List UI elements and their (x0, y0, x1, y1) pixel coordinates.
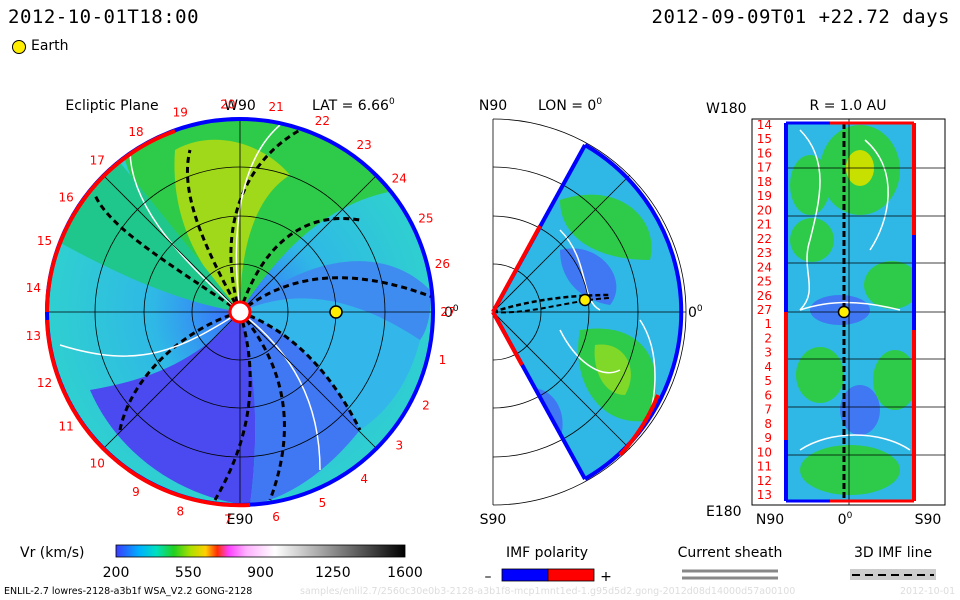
carrington-label-10: 10 (90, 456, 105, 470)
ecliptic-zero-label: 00 (444, 304, 459, 321)
synoptic-y-label-9: 9 (764, 431, 772, 445)
synoptic-y-label-7: 7 (764, 403, 772, 417)
imf3d-label: 3D IMF line (854, 545, 932, 561)
synoptic-y-label-16: 16 (757, 147, 772, 161)
carrington-label-7: 7 (224, 513, 232, 527)
synoptic-y-label-14: 14 (757, 118, 772, 132)
carrington-label-26: 26 (435, 257, 450, 271)
synoptic-title: R = 1.0 AU (810, 98, 887, 114)
carrington-label-13: 13 (26, 329, 41, 343)
earth-legend-marker (12, 40, 26, 54)
carrington-label-16: 16 (59, 191, 74, 205)
meridional-top-label: N90 (479, 98, 507, 114)
carrington-label-24: 24 (392, 171, 407, 185)
earth-marker-meridional (578, 293, 592, 307)
imf-minus-label: – (485, 569, 492, 585)
synoptic-y-label-22: 22 (757, 232, 772, 246)
imf-positive-swatch (547, 568, 595, 582)
colorbar-tick-900: 900 (247, 565, 274, 581)
synoptic-y-label-6: 6 (764, 388, 772, 402)
synoptic-y-label-15: 15 (757, 132, 772, 146)
colorbar-label: Vr (km/s) (20, 545, 84, 561)
colorbar-tick-1600: 1600 (387, 565, 423, 581)
synoptic-y-label-8: 8 (764, 417, 772, 431)
synoptic-y-label-18: 18 (757, 175, 772, 189)
synoptic-y-label-10: 10 (757, 445, 772, 459)
synoptic-y-label-13: 13 (757, 488, 772, 502)
footer-model: ENLIL-2.7 lowres-2128-a3b1f WSA_V2.2 GON… (4, 586, 253, 597)
earth-marker-ecliptic (329, 305, 343, 319)
meridional-bottom-label: S90 (480, 512, 507, 528)
ecliptic-lat-label: LAT = 6.660 (312, 97, 395, 114)
synoptic-y-label-2: 2 (764, 332, 772, 346)
earth-marker-synoptic (837, 305, 851, 319)
colorbar-tick-1250: 1250 (315, 565, 351, 581)
carrington-label-21: 21 (268, 100, 283, 114)
carrington-label-14: 14 (26, 281, 41, 295)
carrington-label-6: 6 (272, 510, 280, 524)
synoptic-y-label-20: 20 (757, 203, 772, 217)
meridional-plane-plot (491, 118, 687, 506)
carrington-label-5: 5 (319, 496, 327, 510)
synoptic-y-label-23: 23 (757, 246, 772, 260)
carrington-label-11: 11 (59, 419, 74, 433)
synoptic-y-label-4: 4 (764, 360, 772, 374)
carrington-label-1: 1 (439, 353, 447, 367)
run-time: 2012-09-09T01 +22.72 days (651, 6, 950, 28)
carrington-label-23: 23 (357, 138, 372, 152)
carrington-label-27: 27 (440, 305, 455, 319)
synoptic-y-label-3: 3 (764, 346, 772, 360)
carrington-label-17: 17 (90, 154, 105, 168)
footer-date: 2012-10-01 (900, 586, 956, 597)
synoptic-y-label-25: 25 (757, 275, 772, 289)
footer-path: samples/enlil2.7/2560c30e0b3-2128-a3b1f8… (300, 586, 796, 597)
synoptic-x-left: N90 (756, 512, 784, 528)
carrington-label-19: 19 (173, 106, 188, 120)
synoptic-top-left-label: W180 (706, 101, 747, 117)
colorbar-tick-550: 550 (175, 565, 202, 581)
ecliptic-bottom-label: E90 (227, 512, 254, 528)
velocity-colorbar (115, 544, 406, 558)
synoptic-x-mid: 00 (838, 511, 853, 528)
synoptic-y-label-5: 5 (764, 374, 772, 388)
model-time: 2012-10-01T18:00 (8, 6, 200, 28)
ecliptic-top-label: W90 (224, 98, 256, 114)
synoptic-y-label-1: 1 (764, 317, 772, 331)
synoptic-y-label-26: 26 (757, 289, 772, 303)
synoptic-y-label-19: 19 (757, 189, 772, 203)
carrington-label-22: 22 (315, 114, 330, 128)
carrington-label-15: 15 (37, 234, 52, 248)
synoptic-y-label-24: 24 (757, 260, 772, 274)
synoptic-y-label-11: 11 (757, 460, 772, 474)
carrington-label-12: 12 (37, 376, 52, 390)
synoptic-y-label-21: 21 (757, 218, 772, 232)
ecliptic-plane-plot (45, 117, 435, 508)
synoptic-y-label-17: 17 (757, 161, 772, 175)
carrington-label-8: 8 (176, 504, 184, 518)
colorbar-tick-200: 200 (103, 565, 130, 581)
carrington-label-20: 20 (220, 97, 235, 111)
current-sheath-label: Current sheath (678, 545, 783, 561)
carrington-label-4: 4 (360, 472, 368, 486)
synoptic-map-plot: 1415161718192021222324252627123456789101… (751, 118, 946, 506)
carrington-label-2: 2 (422, 398, 430, 412)
meridional-lon-label: LON = 00 (538, 97, 602, 114)
carrington-label-18: 18 (128, 125, 143, 139)
synoptic-y-label-12: 12 (757, 474, 772, 488)
ecliptic-title: Ecliptic Plane (65, 98, 158, 114)
carrington-label-9: 9 (132, 485, 140, 499)
imf-plus-label: + (600, 569, 612, 585)
earth-legend-label: Earth (31, 38, 69, 54)
carrington-label-25: 25 (418, 212, 433, 226)
synoptic-y-label-27: 27 (757, 303, 772, 317)
imf-polarity-label: IMF polarity (506, 545, 588, 561)
synoptic-x-right: S90 (915, 512, 942, 528)
carrington-label-3: 3 (395, 439, 403, 453)
imf-negative-swatch (501, 568, 549, 582)
meridional-zero-label: 00 (688, 304, 703, 321)
synoptic-bottom-left-label: E180 (706, 504, 742, 520)
